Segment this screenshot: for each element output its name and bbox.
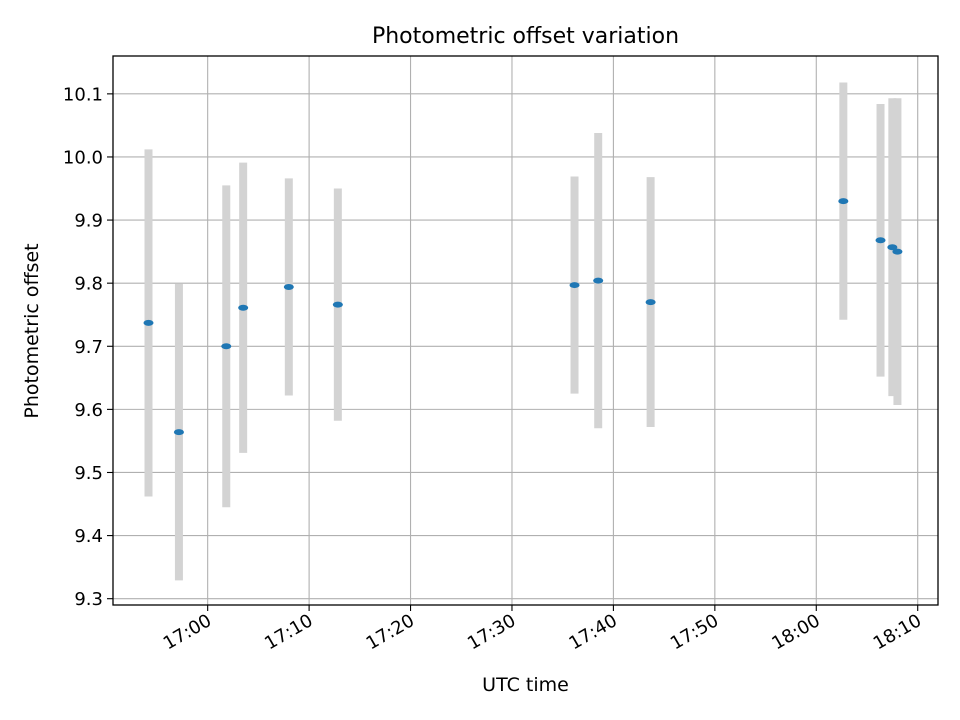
grid bbox=[113, 56, 938, 605]
x-tick-label: 18:10 bbox=[870, 610, 925, 654]
x-tick-label: 17:20 bbox=[363, 610, 418, 654]
data-point bbox=[143, 319, 154, 326]
x-tick-label: 17:10 bbox=[261, 610, 316, 654]
y-axis-ticks: 9.3 9.4 9.5 9.6 9.7 9.8 9.9 10.0 10.1 bbox=[63, 84, 113, 610]
data-point bbox=[173, 429, 184, 436]
data-point bbox=[838, 198, 849, 205]
data-point bbox=[875, 237, 886, 244]
data-point bbox=[892, 248, 903, 255]
x-axis-ticks: 17:00 17:10 17:20 17:30 17:40 17:50 18:00 18:10 bbox=[160, 605, 925, 654]
x-tick-label: 17:00 bbox=[160, 610, 215, 654]
y-tick-label: 9.5 bbox=[74, 463, 103, 484]
x-tick-label: 17:40 bbox=[565, 610, 620, 654]
x-tick-label: 17:30 bbox=[464, 610, 519, 654]
y-tick-label: 10.1 bbox=[63, 84, 103, 105]
y-tick-label: 10.0 bbox=[63, 147, 103, 168]
data-point bbox=[283, 283, 294, 290]
y-tick-label: 9.8 bbox=[74, 274, 103, 295]
x-axis-label: UTC time bbox=[482, 674, 569, 696]
y-axis-label: Photometric offset bbox=[21, 243, 43, 418]
y-tick-label: 9.9 bbox=[74, 211, 103, 232]
data-point bbox=[221, 343, 232, 350]
data-point bbox=[238, 304, 249, 311]
y-tick-label: 9.3 bbox=[74, 589, 103, 610]
plot-frame bbox=[112, 55, 939, 606]
data-points bbox=[143, 198, 903, 436]
data-point bbox=[332, 301, 343, 308]
x-tick-label: 17:50 bbox=[667, 610, 722, 654]
y-tick-label: 9.6 bbox=[74, 400, 103, 421]
x-tick-label: 18:00 bbox=[768, 610, 823, 654]
y-tick-label: 9.4 bbox=[74, 526, 103, 547]
data-point bbox=[645, 299, 656, 306]
data-point bbox=[593, 277, 604, 284]
chart-title: Photometric offset variation bbox=[372, 24, 679, 49]
data-point bbox=[887, 244, 898, 251]
data-point bbox=[569, 282, 580, 289]
y-tick-label: 9.7 bbox=[74, 337, 103, 358]
